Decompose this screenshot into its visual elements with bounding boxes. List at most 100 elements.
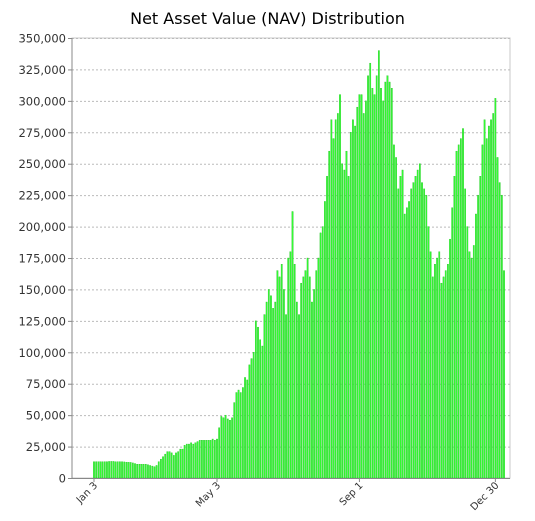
bar	[155, 465, 158, 479]
bar	[203, 440, 205, 479]
bar	[434, 264, 436, 479]
bar	[237, 389, 240, 479]
bar	[254, 320, 257, 479]
bar	[127, 462, 130, 479]
bar	[304, 270, 307, 479]
bar	[349, 132, 352, 479]
bar	[147, 464, 149, 479]
bar	[496, 157, 499, 479]
bar	[131, 462, 134, 479]
bar	[390, 88, 393, 479]
bar	[451, 207, 454, 479]
bar	[166, 451, 169, 479]
y-tick-label: 25,000	[26, 440, 66, 454]
bar	[244, 377, 246, 479]
y-tick-label: 100,000	[18, 346, 66, 360]
bar	[406, 207, 408, 479]
bar	[233, 402, 236, 479]
bar	[317, 257, 320, 479]
y-tick-label: 150,000	[18, 283, 66, 297]
bar	[490, 119, 492, 479]
bar	[468, 251, 471, 479]
bar	[494, 98, 497, 479]
bar	[492, 113, 495, 479]
bar	[157, 461, 160, 479]
y-tick-label: 300,000	[18, 94, 66, 108]
bar	[464, 188, 467, 479]
bar	[108, 461, 110, 479]
bar	[142, 463, 145, 479]
bar	[425, 194, 428, 479]
bar	[162, 456, 164, 479]
bar	[356, 106, 359, 479]
bar	[328, 150, 331, 479]
bar	[503, 270, 505, 479]
bar	[414, 176, 417, 479]
bar	[332, 138, 335, 479]
bar	[250, 358, 253, 479]
x-tick-label: May 3	[194, 480, 223, 509]
bar	[129, 462, 132, 479]
bar	[403, 213, 406, 479]
bar	[393, 144, 395, 479]
y-tick-label: 175,000	[18, 252, 66, 266]
bar	[341, 163, 344, 479]
bar	[367, 75, 369, 479]
x-tick-label: Jan 3	[74, 480, 100, 506]
bar	[395, 157, 397, 479]
bar	[347, 176, 350, 479]
bar	[209, 440, 212, 479]
bar	[306, 257, 309, 479]
bar	[272, 308, 274, 479]
bar	[321, 226, 324, 479]
bar	[97, 461, 100, 479]
bar	[183, 445, 186, 479]
bar	[138, 463, 141, 479]
bar	[479, 176, 482, 479]
bar	[278, 276, 281, 479]
bar	[444, 270, 447, 479]
bar	[190, 442, 192, 479]
bar	[259, 339, 262, 479]
chart-title: Net Asset Value (NAV) Distribution	[130, 9, 405, 28]
x-tick-label: Dec 30	[469, 480, 502, 513]
bar	[257, 326, 259, 479]
bar	[263, 314, 266, 479]
bar	[213, 440, 216, 479]
bar	[477, 194, 479, 479]
bar	[313, 289, 315, 479]
bar	[136, 463, 139, 479]
bar	[319, 232, 322, 479]
y-tick-label: 0	[59, 472, 66, 486]
bar	[343, 169, 346, 479]
bar	[168, 451, 171, 479]
bar	[462, 128, 464, 479]
bar	[265, 301, 268, 479]
bar	[112, 461, 115, 479]
bar	[261, 345, 264, 479]
bar	[177, 451, 180, 479]
bar	[185, 443, 188, 479]
bar	[151, 465, 154, 479]
bar	[324, 201, 326, 479]
y-tick-label: 250,000	[18, 157, 66, 171]
bar	[226, 418, 229, 479]
bar	[360, 94, 363, 479]
bar	[207, 440, 210, 479]
bar	[373, 94, 376, 479]
bar	[172, 455, 175, 479]
bar	[315, 270, 318, 479]
bar	[287, 257, 290, 479]
bar	[421, 182, 423, 479]
bar	[134, 463, 136, 479]
bar	[440, 282, 443, 479]
bar	[382, 100, 385, 479]
bar	[397, 188, 400, 479]
bar	[410, 188, 413, 479]
bar	[453, 176, 456, 479]
bar	[276, 270, 279, 479]
bar	[295, 301, 298, 479]
bar	[345, 150, 348, 479]
bar	[298, 314, 300, 479]
bar	[326, 176, 328, 479]
